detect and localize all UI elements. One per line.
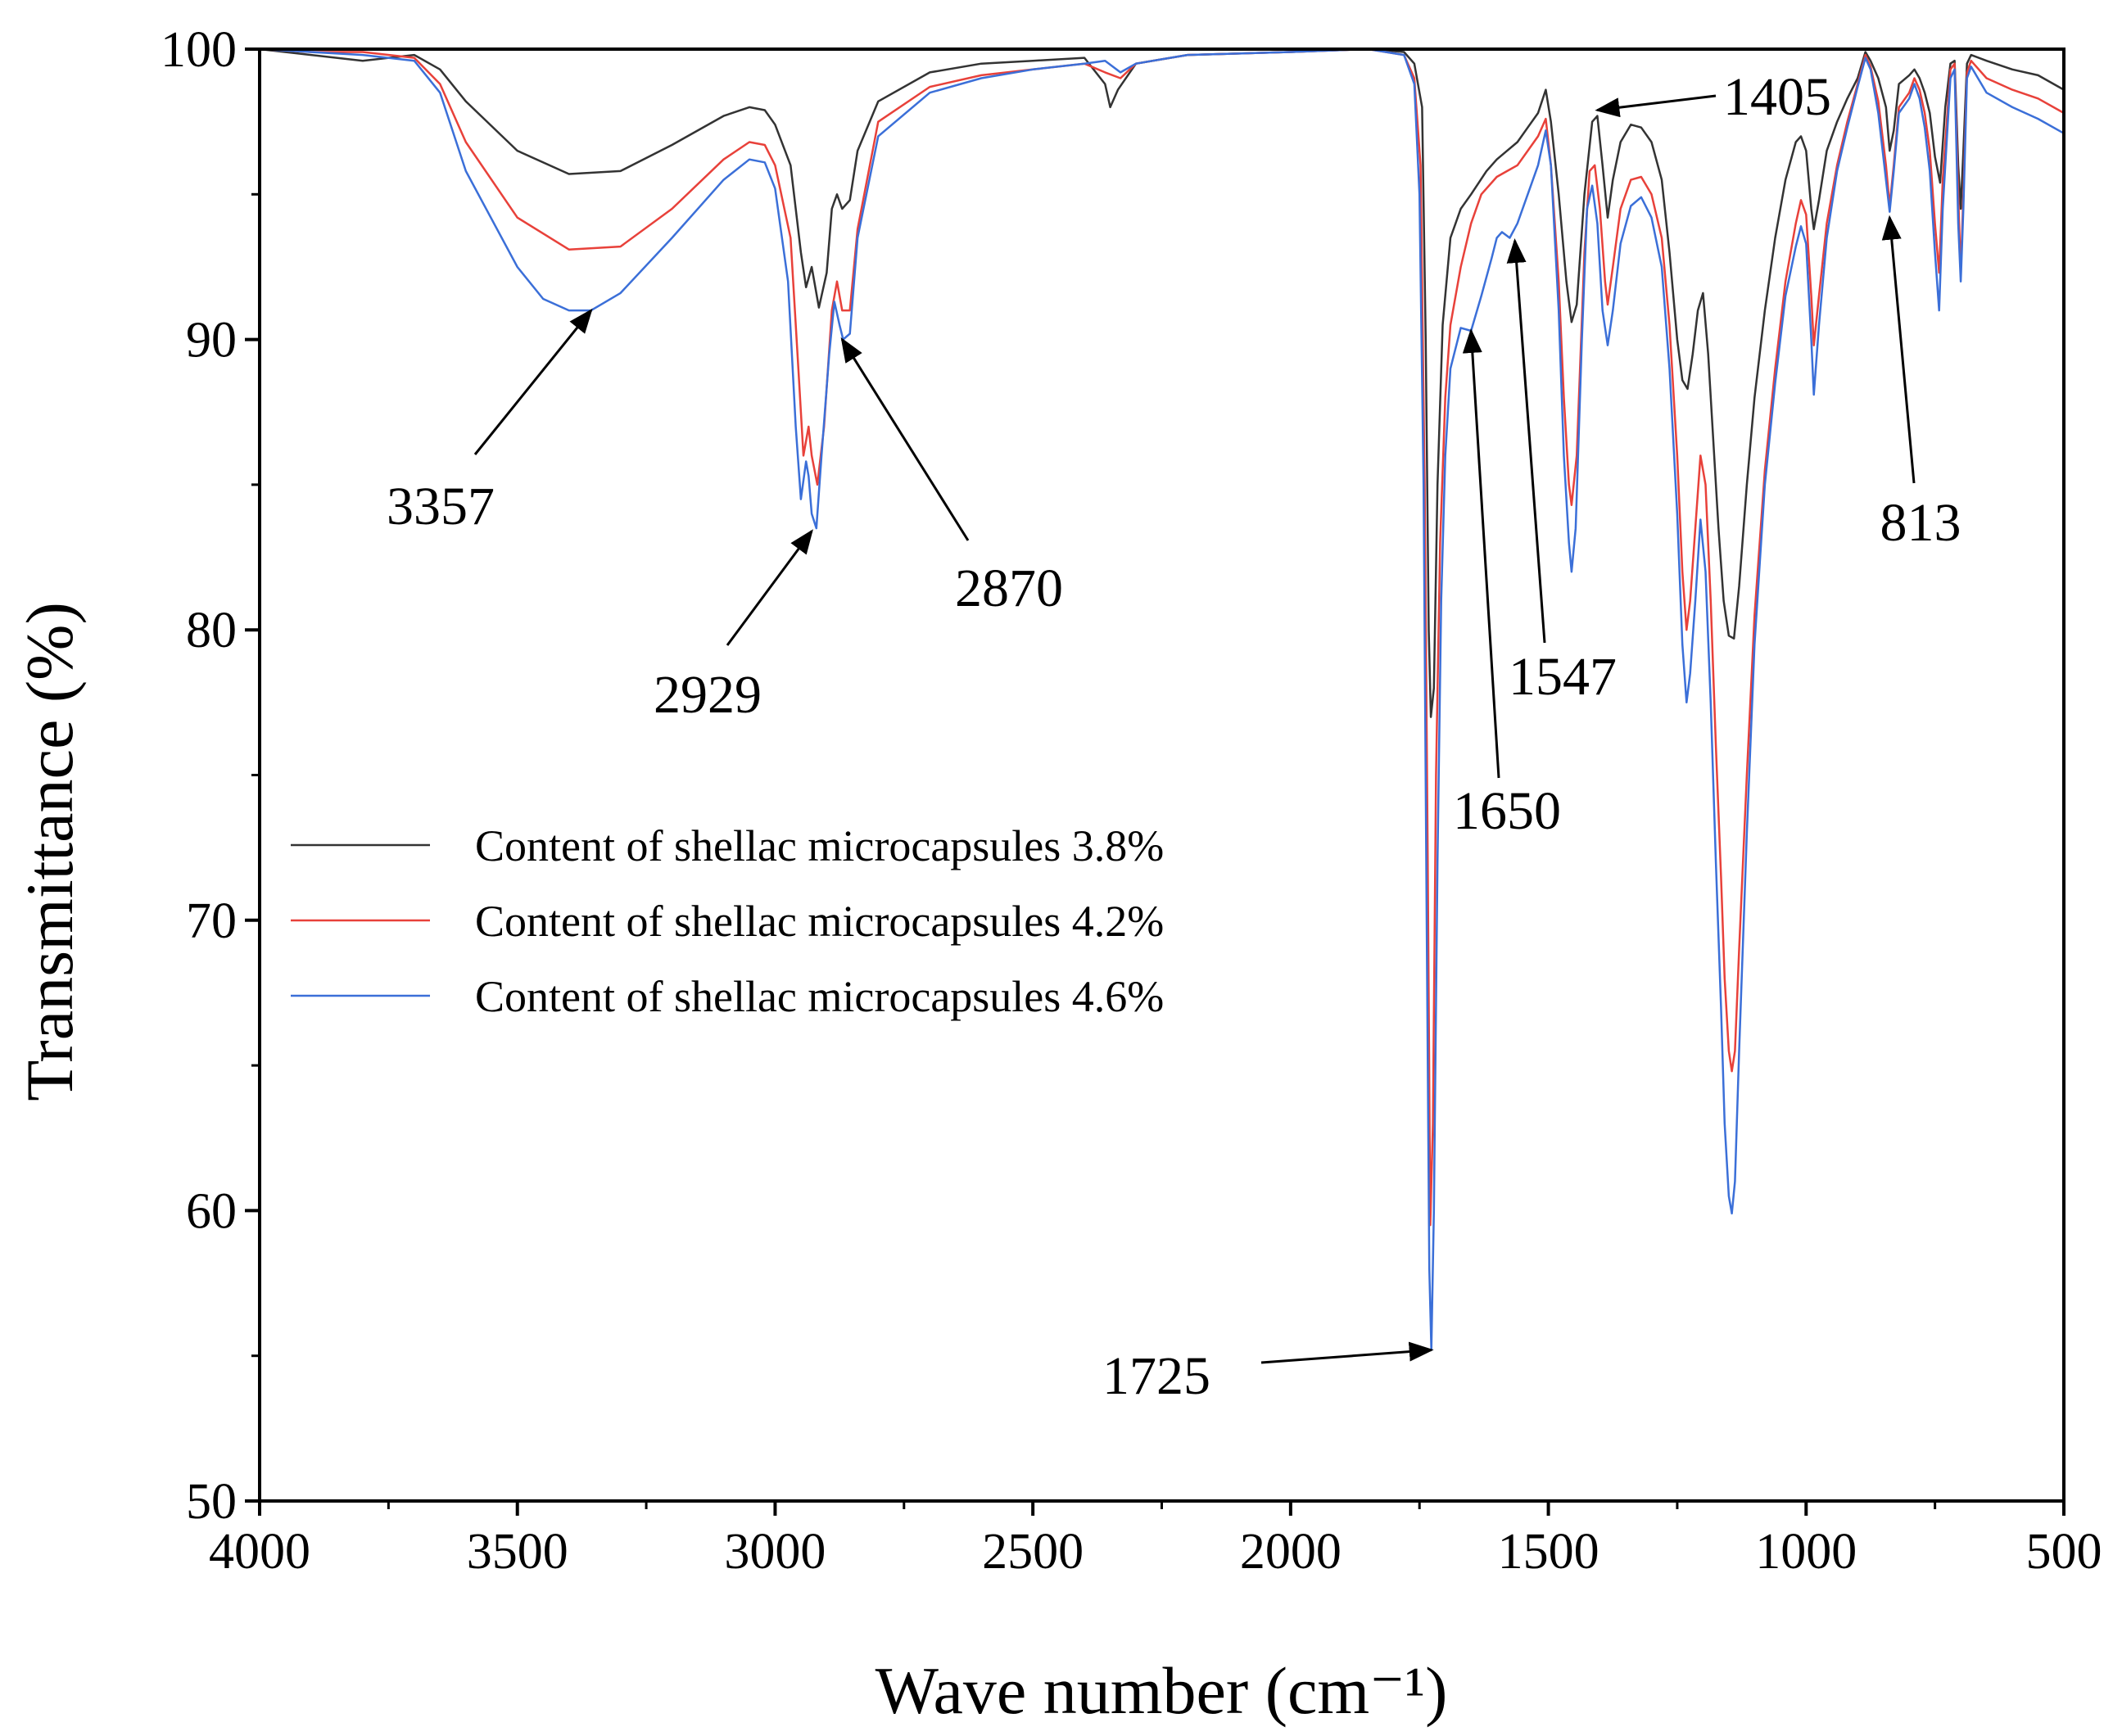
y-tick-label: 90 — [186, 313, 237, 368]
x-axis-title: Wave number (cm⁻¹) — [876, 1653, 1448, 1728]
x-tick-label: 2500 — [982, 1524, 1084, 1580]
legend: Content of shellac microcapsules 3.8% Co… — [291, 821, 1164, 1021]
x-tick-label: 3000 — [724, 1524, 826, 1580]
plot-area — [260, 49, 2064, 1501]
y-tick-label: 70 — [186, 893, 237, 949]
annotation-arrow-2870 — [840, 337, 970, 541]
legend-label-1: Content of shellac microcapsules 4.2% — [475, 897, 1164, 946]
annotation-label-1547: 1547 — [1509, 647, 1617, 707]
y-axis-title: Transmittance (%) — [12, 602, 87, 1101]
y-tick-label: 50 — [186, 1474, 237, 1530]
annotation-arrow-1547 — [1506, 238, 1546, 644]
y-tick-label: 60 — [186, 1183, 237, 1239]
legend-label-2: Content of shellac microcapsules 4.6% — [475, 972, 1164, 1021]
annotation-layer: 3357 2929 2870 1725 1650 1547 1405 813 — [387, 67, 1961, 1406]
x-tick-label: 1000 — [1755, 1524, 1857, 1580]
annotation-arrow-1405 — [1595, 94, 1717, 118]
y-tick-label: 80 — [186, 603, 237, 658]
annotation-arrow-1650 — [1462, 328, 1500, 779]
annotation-label-2929: 2929 — [654, 665, 762, 725]
series-line-2 — [259, 47, 2065, 1351]
y-tick-label: 100 — [161, 22, 237, 78]
series-line-1 — [259, 47, 2065, 1227]
annotation-label-1405: 1405 — [1723, 67, 1831, 127]
annotation-arrow-813 — [1881, 215, 1916, 484]
x-tick-label: 500 — [2026, 1524, 2102, 1580]
annotation-arrow-1725 — [1260, 1341, 1434, 1364]
annotation-arrow-3357 — [473, 308, 593, 455]
annotation-label-3357: 3357 — [387, 477, 495, 536]
annotation-label-2870: 2870 — [955, 558, 1063, 618]
x-tick-label: 1500 — [1498, 1524, 1599, 1580]
x-tick-label: 4000 — [209, 1524, 310, 1580]
annotation-arrow-2929 — [726, 529, 813, 646]
annotation-label-1650: 1650 — [1453, 781, 1561, 841]
x-tick-label: 2000 — [1240, 1524, 1342, 1580]
x-tick-label: 3500 — [467, 1524, 568, 1580]
annotation-label-1725: 1725 — [1102, 1346, 1210, 1406]
ticks-layer: 4000 3500 3000 2500 2000 1500 1000 500 50 60 70 80 9… — [161, 22, 2102, 1580]
annotation-label-813: 813 — [1880, 493, 1961, 553]
legend-label-0: Content of shellac microcapsules 3.8% — [475, 821, 1164, 870]
